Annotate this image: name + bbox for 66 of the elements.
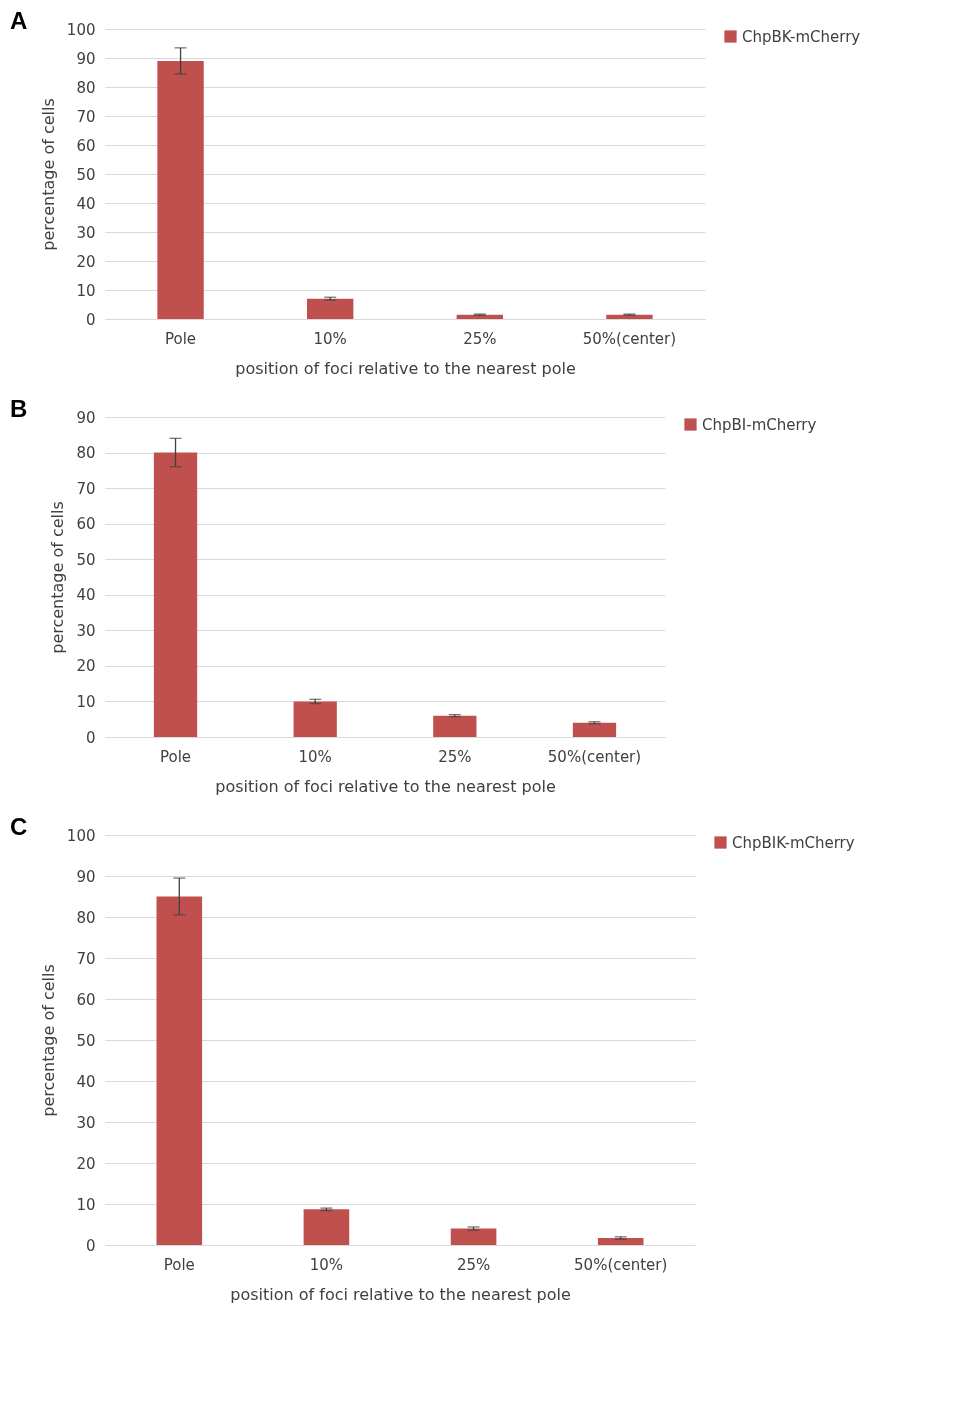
bar bbox=[450, 1228, 497, 1245]
y-tick-label: 0 bbox=[85, 1236, 96, 1255]
x-tick-label: 50%(center) bbox=[582, 329, 677, 348]
bar bbox=[157, 60, 204, 319]
y-tick-label: 50 bbox=[76, 550, 96, 569]
bar bbox=[156, 896, 203, 1245]
x-tick-label: 50%(center) bbox=[547, 747, 642, 766]
x-tick-label: 25% bbox=[438, 747, 472, 766]
y-tick-label: 40 bbox=[76, 586, 96, 605]
y-tick-label: 30 bbox=[76, 223, 96, 242]
y-tick-label: 90 bbox=[76, 408, 96, 427]
y-axis-title: percentage of cells bbox=[38, 964, 58, 1117]
x-axis-title: position of foci relative to the nearest pole bbox=[215, 776, 556, 796]
y-tick-label: 20 bbox=[76, 1154, 96, 1173]
y-tick-label: 40 bbox=[76, 194, 96, 213]
x-tick-label: 10% bbox=[313, 329, 347, 348]
x-tick-label: Pole bbox=[163, 1255, 195, 1274]
x-axis-title: position of foci relative to the nearest pole bbox=[230, 1284, 571, 1304]
y-tick-label: 100 bbox=[66, 20, 96, 39]
y-tick-label: 0 bbox=[85, 728, 96, 747]
x-tick-label: 25% bbox=[456, 1255, 491, 1274]
y-tick-label: 40 bbox=[76, 1072, 96, 1091]
x-tick-label: 50%(center) bbox=[574, 1255, 668, 1274]
chart-title: C bbox=[10, 813, 28, 840]
y-tick-label: 60 bbox=[76, 515, 96, 534]
bar bbox=[433, 715, 477, 737]
y-tick-label: 10 bbox=[76, 1195, 96, 1214]
y-axis-title: percentage of cells bbox=[38, 98, 58, 251]
y-tick-label: 70 bbox=[76, 949, 96, 968]
y-tick-label: 10 bbox=[76, 692, 96, 711]
y-tick-label: 60 bbox=[76, 136, 96, 155]
y-tick-label: 10 bbox=[76, 281, 96, 300]
x-axis-title: position of foci relative to the nearest pole bbox=[235, 358, 576, 378]
y-tick-label: 80 bbox=[76, 908, 96, 927]
legend-label: ChpBI-mCherry bbox=[702, 415, 817, 434]
y-tick-label: 30 bbox=[76, 1113, 96, 1132]
bar bbox=[597, 1238, 644, 1245]
legend-label: ChpBK-mCherry bbox=[742, 27, 861, 46]
y-tick-label: 90 bbox=[76, 49, 96, 68]
y-tick-label: 90 bbox=[76, 867, 96, 886]
x-tick-label: 10% bbox=[309, 1255, 344, 1274]
bar bbox=[293, 701, 337, 737]
y-tick-label: 80 bbox=[76, 444, 96, 463]
y-tick-label: 70 bbox=[76, 479, 96, 498]
chart-title: A bbox=[10, 7, 28, 34]
bar bbox=[307, 298, 354, 319]
legend-label: ChpBIK-mCherry bbox=[732, 833, 855, 852]
bar bbox=[572, 722, 617, 737]
x-tick-label: Pole bbox=[165, 329, 197, 348]
y-tick-label: 20 bbox=[76, 657, 96, 676]
y-tick-label: 60 bbox=[76, 990, 96, 1009]
y-tick-label: 0 bbox=[85, 310, 96, 329]
y-tick-label: 50 bbox=[76, 165, 96, 184]
y-axis-title: percentage of cells bbox=[48, 501, 68, 654]
y-tick-label: 30 bbox=[76, 621, 96, 640]
y-tick-label: 100 bbox=[66, 826, 96, 845]
y-tick-label: 80 bbox=[76, 78, 96, 97]
chart-title: B bbox=[10, 395, 28, 422]
bar bbox=[303, 1209, 350, 1245]
x-tick-label: 25% bbox=[463, 329, 497, 348]
x-tick-label: Pole bbox=[159, 747, 192, 766]
bar bbox=[153, 452, 198, 737]
y-tick-label: 20 bbox=[76, 252, 96, 271]
y-tick-label: 50 bbox=[76, 1031, 96, 1050]
y-tick-label: 70 bbox=[76, 107, 96, 126]
x-tick-label: 10% bbox=[298, 747, 332, 766]
